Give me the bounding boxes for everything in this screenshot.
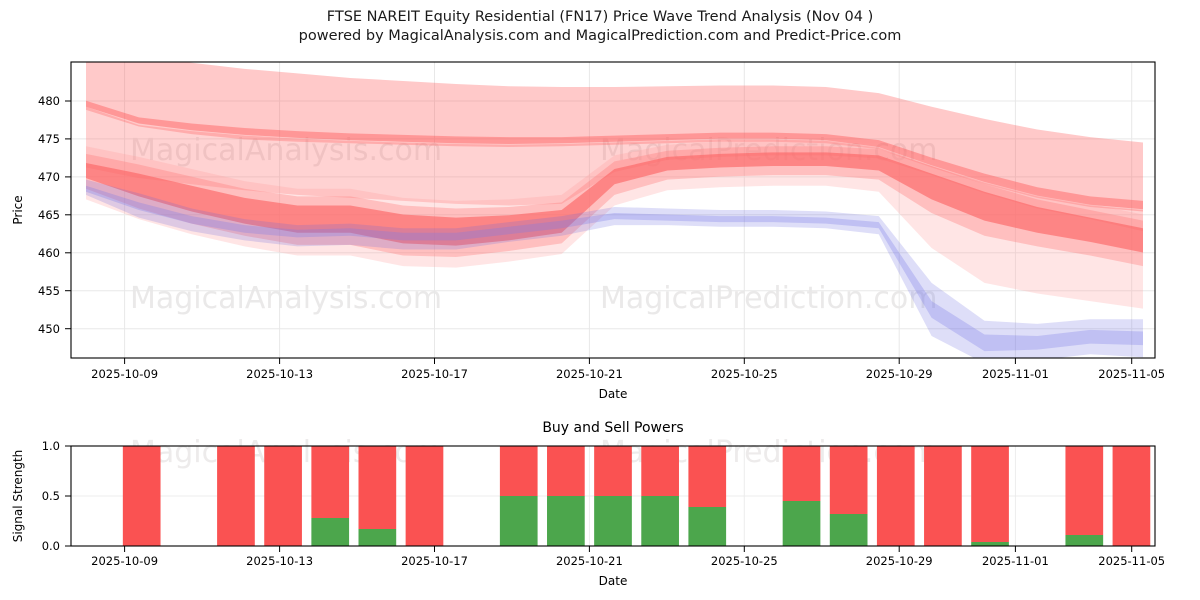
- bottom-x-ticks: 2025-10-09 2025-10-13 2025-10-17 2025-10…: [91, 546, 1165, 568]
- sell-power-bar: [594, 446, 632, 496]
- bottom-ytick-05: 0.5: [42, 489, 60, 503]
- buy-power-bar: [358, 529, 397, 546]
- top-xtick-0: 2025-10-09: [91, 367, 158, 381]
- sell-power-bar: [782, 446, 821, 501]
- top-y-ticks: 450 455 460 465 470 475 480: [38, 94, 71, 336]
- top-ytick-475: 475: [38, 132, 60, 146]
- top-xtick-7: 2025-11-05: [1098, 367, 1165, 381]
- sell-power-bar: [547, 446, 585, 496]
- bottom-y-ticks: 0.0 0.5 1.0: [42, 439, 71, 553]
- bottom-yaxis-label: Signal Strength: [11, 450, 25, 543]
- top-xtick-6: 2025-11-01: [982, 367, 1049, 381]
- bottom-xtick-1: 2025-10-13: [246, 554, 313, 568]
- watermark-prediction-2: MagicalPrediction.com: [600, 281, 938, 316]
- bottom-ytick-1: 1.0: [42, 439, 60, 453]
- buy-power-bar: [499, 496, 538, 546]
- sell-power-bar: [122, 446, 161, 546]
- top-xtick-1: 2025-10-13: [246, 367, 313, 381]
- top-xtick-2: 2025-10-17: [401, 367, 468, 381]
- sell-power-bar: [499, 446, 538, 496]
- top-ytick-460: 460: [38, 246, 60, 260]
- watermark-analysis-2: MagicalAnalysis.com: [130, 281, 442, 316]
- sell-power-bar: [405, 446, 444, 546]
- top-xaxis-label: Date: [599, 387, 628, 401]
- top-ytick-470: 470: [38, 170, 60, 184]
- page-title: FTSE NAREIT Equity Residential (FN17) Pr…: [0, 8, 1200, 46]
- bottom-xtick-6: 2025-11-01: [982, 554, 1049, 568]
- sell-power-bar: [971, 446, 1009, 542]
- wave-bands: [86, 62, 1143, 358]
- buy-power-bar: [311, 518, 350, 546]
- sell-power-bar: [688, 446, 727, 507]
- sell-power-bar: [1065, 446, 1104, 535]
- signal-bars: [122, 446, 1151, 546]
- sell-power-bar: [1112, 446, 1151, 546]
- top-axis-frame: [70, 61, 1156, 359]
- bottom-ytick-0: 0.0: [42, 539, 60, 553]
- top-x-ticks: 2025-10-09 2025-10-13 2025-10-17 2025-10…: [91, 358, 1165, 381]
- sell-power-bar: [217, 446, 255, 546]
- sell-power-bar: [876, 446, 915, 546]
- wave-band-upper-inner-band: [86, 106, 1143, 232]
- buy-power-bar: [971, 542, 1009, 546]
- buy-power-bar: [547, 496, 585, 546]
- sell-power-bar: [358, 446, 397, 529]
- price-wave-chart: MagicalAnalysis.com MagicalPrediction.co…: [11, 61, 1165, 401]
- buy-power-bar: [688, 507, 727, 546]
- sell-power-bar: [264, 446, 302, 546]
- sell-power-bar: [311, 446, 350, 518]
- top-ytick-480: 480: [38, 94, 60, 108]
- bottom-xtick-0: 2025-10-09: [91, 554, 158, 568]
- buy-power-bar: [594, 496, 632, 546]
- sell-power-bar: [924, 446, 962, 546]
- wave-band-core-band-outer: [86, 146, 1143, 267]
- sell-power-bar: [829, 446, 868, 514]
- top-xtick-4: 2025-10-25: [711, 367, 778, 381]
- bottom-xtick-7: 2025-11-05: [1098, 554, 1165, 568]
- top-ytick-465: 465: [38, 208, 60, 222]
- sell-power-bar: [641, 446, 679, 496]
- top-xtick-3: 2025-10-21: [556, 367, 623, 381]
- buy-power-bar: [641, 496, 679, 546]
- wave-band-blue-outer-band: [86, 179, 1143, 358]
- bottom-xaxis-label: Date: [599, 574, 628, 588]
- wave-band-lower-fade-band: [86, 140, 1143, 309]
- buy-power-bar: [782, 501, 821, 546]
- bottom-chart-title: Buy and Sell Powers: [542, 420, 683, 436]
- wave-band-blue-inner-band: [86, 185, 1143, 352]
- top-yaxis-label: Price: [11, 195, 25, 224]
- wave-band-core-band: [86, 152, 1143, 253]
- buy-power-bar: [1065, 535, 1104, 546]
- top-ytick-450: 450: [38, 322, 60, 336]
- title-line-2: powered by MagicalAnalysis.com and Magic…: [298, 28, 902, 44]
- top-ytick-455: 455: [38, 284, 60, 298]
- bottom-xtick-4: 2025-10-25: [711, 554, 778, 568]
- bottom-xtick-3: 2025-10-21: [556, 554, 623, 568]
- bottom-xtick-5: 2025-10-29: [866, 554, 933, 568]
- buy-sell-powers-chart: Buy and Sell Powers MagicalAnalysis.com …: [11, 420, 1165, 588]
- wave-band-upper-outer-band: [86, 62, 1143, 212]
- buy-power-bar: [829, 514, 868, 546]
- bottom-xtick-2: 2025-10-17: [401, 554, 468, 568]
- title-line-1: FTSE NAREIT Equity Residential (FN17) Pr…: [326, 9, 874, 25]
- top-xtick-5: 2025-10-29: [866, 367, 933, 381]
